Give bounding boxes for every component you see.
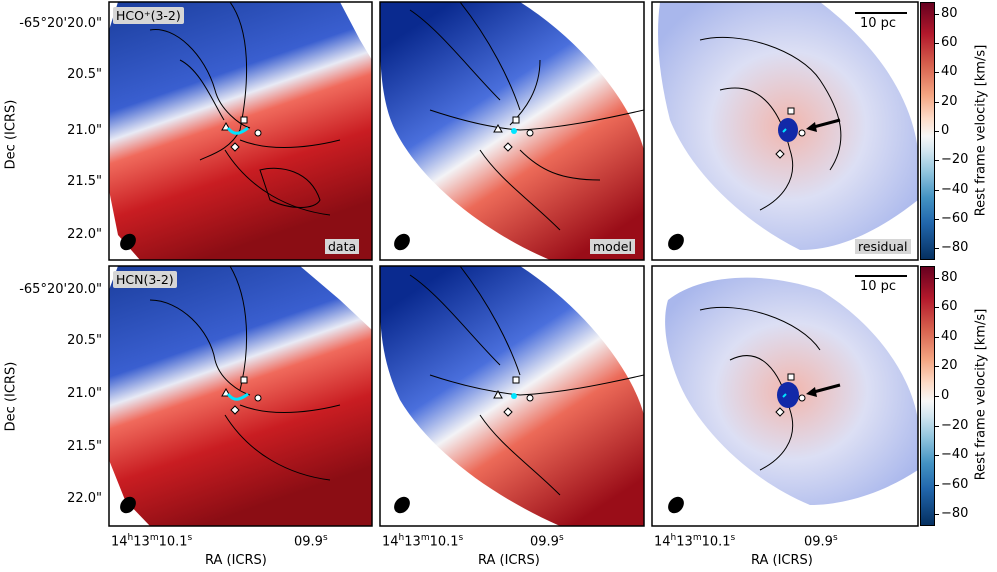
scale-bar-bottom [855,275,907,277]
colorbar-tick-mark [935,72,939,74]
xtick-right-2: 09.9s [530,533,564,550]
colorbar-tick-label: 0 [941,388,950,403]
colorbar-tick-mark [935,396,939,397]
ytick: 21.5" [67,439,102,454]
panel-hcn-residual [665,277,918,514]
ytick: -65°20'20.0" [19,282,102,297]
colorbar-tick-mark [935,248,939,250]
colorbar-tick-mark [935,189,939,191]
ytick: 22.0" [67,227,102,242]
scale-bar-label-bottom: 10 pc [860,279,897,294]
colorbar-tick-mark [935,307,939,309]
colorbar-tick-label: 0 [941,123,950,138]
xtick-right-3: 09.9s [804,533,838,550]
colorbar-tick-mark [935,484,939,486]
colorbar-tick-mark [935,425,939,427]
x-axis-label-3: RA (ICRS) [751,553,813,568]
colorbar-label-bottom: Rest frame velocity [km/s] [973,308,989,481]
colorbar-tick-mark [935,160,939,162]
ytick: 20.5" [67,67,102,82]
scale-bar-label-top: 10 pc [860,16,897,31]
panel-hco-model [380,2,644,260]
colorbar-top [920,2,935,260]
colorbar-tick-mark [935,277,939,279]
colorbar-tick-label: −80 [941,240,969,256]
colorbar-tick-mark [935,101,939,103]
colorbar-tick-mark [935,13,939,15]
scale-bar-top [855,12,907,14]
colorbar-tick-label: 80 [941,269,958,285]
ytick: 21.5" [67,174,102,189]
colorbar-tick-label: −40 [941,447,969,463]
ytick: 21.0" [67,123,102,138]
colorbar-tick-label: 60 [941,299,958,315]
colorbar-tick-mark [935,131,939,132]
colorbar-tick-label: 20 [941,93,958,109]
panel-hcn-data [109,266,372,526]
colorbar-tick-mark [935,43,939,45]
ytick: 22.0" [67,491,102,506]
colorbar-tick-mark [935,366,939,368]
colorbar-tick-label: 60 [941,35,958,51]
x-axis-label-1: RA (ICRS) [205,553,267,568]
colorbar-tick-mark [935,455,939,457]
ytick: -65°20'20.0" [19,16,102,31]
colorbar-tick-label: 40 [941,64,958,80]
x-axis-label-2: RA (ICRS) [478,553,540,568]
colorbar-tick-label: −60 [941,476,969,492]
panel-label-residual: residual [855,239,911,254]
panel-hco-data [109,2,372,260]
ytick: 21.0" [67,386,102,401]
colorbar-tick-label: −20 [941,152,969,168]
colorbar-bottom [920,266,935,526]
panel-label-model: model [590,239,635,254]
panel-hcn-model [380,266,644,526]
line-label-hco: HCO⁺(3-2) [113,7,184,24]
colorbar-tick-label: −40 [941,181,969,197]
colorbar-tick-label: −60 [941,210,969,226]
colorbar-tick-label: −20 [941,417,969,433]
xtick-left-2: 14h13m10.1s [382,533,464,550]
panel-hco-residual [658,2,918,251]
colorbar-label-top: Rest frame velocity [km/s] [973,44,989,217]
colorbar-tick-label: 20 [941,358,958,374]
colorbar-tick-label: −80 [941,506,969,522]
colorbar-tick-label: 40 [941,328,958,344]
panel-label-data: data [325,239,360,254]
xtick-left-1: 14h13m10.1s [111,533,193,550]
xtick-left-3: 14h13m10.1s [654,533,736,550]
line-label-hcn: HCN(3-2) [113,271,177,288]
colorbar-tick-mark [935,514,939,516]
colorbar-tick-label: 80 [941,5,958,21]
ytick: 20.5" [67,333,102,348]
xtick-right-1: 09.9s [294,533,328,550]
colorbar-tick-mark [935,218,939,220]
colorbar-tick-mark [935,336,939,338]
